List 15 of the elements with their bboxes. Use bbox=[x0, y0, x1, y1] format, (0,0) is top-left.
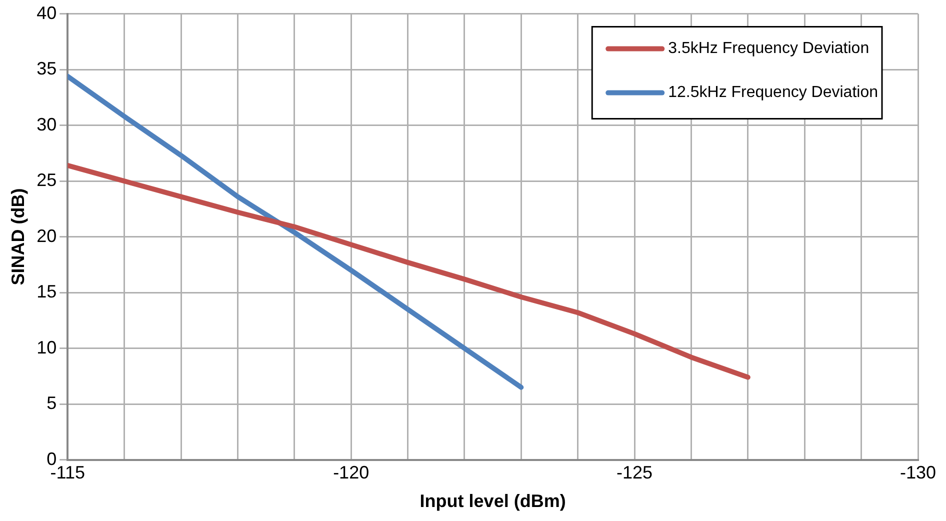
y-tick-label: 30 bbox=[36, 114, 57, 134]
y-tick-label: 10 bbox=[36, 337, 57, 358]
y-tick-label: 5 bbox=[46, 393, 57, 414]
x-tick-label: -125 bbox=[616, 462, 653, 483]
y-tick-label: 20 bbox=[36, 226, 57, 246]
x-tick-label: -130 bbox=[900, 462, 936, 483]
x-axis-title: Input level (dBm) bbox=[420, 491, 566, 512]
y-tick-label: 25 bbox=[36, 170, 57, 190]
y-tick-label: 40 bbox=[36, 2, 57, 23]
legend-label: 12.5kHz Frequency Deviation bbox=[668, 84, 878, 102]
y-axis-title: SINAD (dB) bbox=[8, 188, 28, 286]
legend-label: 3.5kHz Frequency Deviation bbox=[668, 40, 870, 58]
y-tick-label: 15 bbox=[36, 282, 57, 302]
y-tick-label: 35 bbox=[36, 58, 57, 79]
x-tick-label: -120 bbox=[333, 462, 370, 483]
